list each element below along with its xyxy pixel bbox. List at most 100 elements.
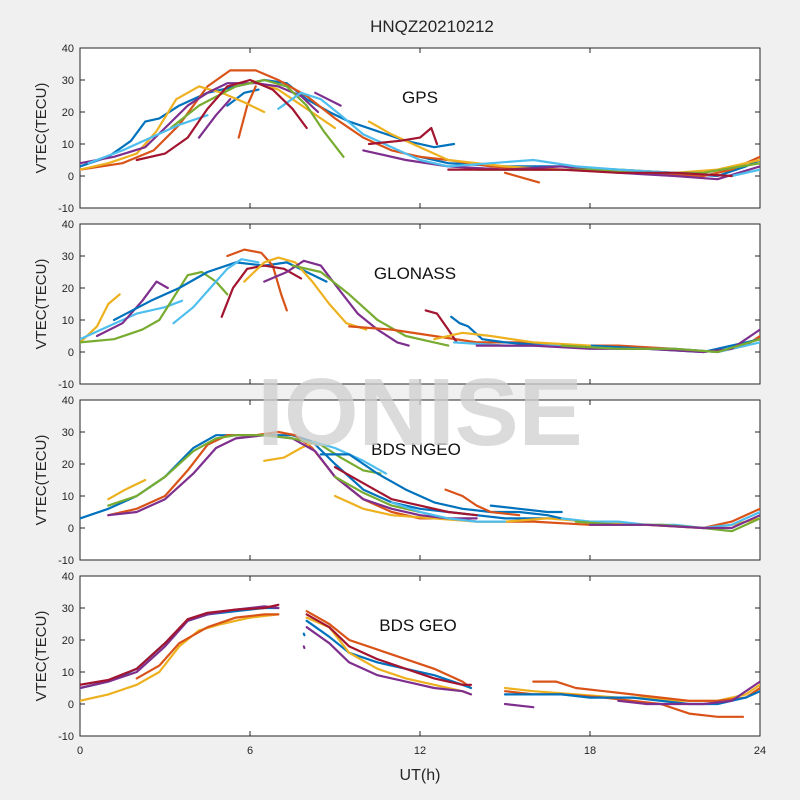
vtec-trace [263,259,410,347]
vtec-trace [302,632,306,637]
vtec-trace [80,299,184,341]
y-axis-label: VTEC(TECU) [33,259,50,350]
vtec-trace [305,613,473,686]
vtec-trace [220,264,303,318]
vtec-trace [107,434,382,507]
vtec-trace [169,78,345,158]
vtec-trace [87,114,209,165]
y-tick-label: 10 [62,667,74,679]
panel-label: GLONASS [374,264,456,283]
y-tick-label: 10 [62,139,74,151]
panel-label: GPS [402,88,438,107]
y-axis-label: VTEC(TECU) [33,435,50,526]
y-tick-label: 30 [62,251,74,263]
y-tick-label: -10 [58,203,74,215]
vtec-trace [433,331,592,347]
panel-bds-geo: -10 0 10 20 30 40 VTEC(TECU) BDS GEO [33,571,761,743]
vtec-trace [80,82,320,165]
y-tick-label: 40 [62,395,74,407]
y-tick-label: 20 [62,459,74,471]
x-tick-label: 6 [247,745,253,757]
y-tick-label: 40 [62,43,74,55]
vtec-trace [319,453,563,520]
y-tick-label: 20 [62,283,74,295]
x-axis-label: UT(h) [400,767,441,784]
vtec-trace [226,248,288,312]
y-tick-label: 0 [68,171,74,183]
vtec-trace [333,466,478,517]
y-tick-label: 20 [62,635,74,647]
vtec-trace [617,680,760,706]
vtec-trace [135,613,280,680]
vtec-trace [503,171,541,184]
vtec-trace [135,78,308,162]
watermark-text: IONISE [257,359,582,466]
y-tick-label: -10 [58,379,74,391]
y-tick-label: -10 [58,555,74,567]
axes-background [79,47,761,209]
x-tick-label: 24 [754,745,766,757]
vtec-trace [588,514,760,530]
vtec-trace [314,91,342,107]
panel-bds-ngeo: -10 0 10 20 30 40 VTEC(TECU) BDS NGEO [33,395,761,567]
vtec-trace [362,149,760,181]
x-tick-label: 0 [77,745,83,757]
x-tick-labels: 0 6 12 18 24 [77,745,766,757]
y-tick-label: 0 [68,347,74,359]
vtec-trace [263,440,317,462]
vtec-trace [333,475,422,514]
vtec-trace [237,85,257,139]
panel-label: BDS GEO [379,616,456,635]
vtec-trace [291,264,450,347]
axes-background [79,575,761,737]
vtec-trace [95,280,169,338]
vtec-trace [80,85,266,171]
vtec-trace [367,126,439,146]
y-tick-label: 30 [62,427,74,439]
y-tick-label: 10 [62,491,74,503]
vtec-trace [80,270,229,344]
vtec-trace [444,488,521,517]
y-tick-label: 0 [68,523,74,535]
vtec-trace [489,504,563,514]
vtec-trace [243,256,368,331]
vtec-trace [197,98,232,139]
panel-gps: -10 0 10 20 30 40 VTEC(TECU) GPS [33,43,761,215]
figure-title: HNQZ20210212 [370,17,494,36]
vtec-trace [532,680,760,702]
vtec-trace [503,702,535,709]
vtec-trace [560,338,760,354]
vtec-trace [80,613,280,702]
traces-group [80,603,760,718]
y-tick-label: 40 [62,571,74,583]
vtec-trace [172,258,260,325]
traces-group [80,430,760,533]
y-tick-label: 40 [62,219,74,231]
axes-background [79,223,761,385]
y-tick-label: 30 [62,75,74,87]
vtec-trace [107,478,147,501]
axes-background [79,399,761,561]
y-tick-label: 30 [62,603,74,615]
y-tick-label: 0 [68,699,74,711]
y-tick-label: -10 [58,731,74,743]
y-axis-label: VTEC(TECU) [33,611,50,702]
y-tick-label: 10 [62,315,74,327]
vtec-trace [447,168,733,178]
panel-glonass: -10 0 10 20 30 40 VTEC(TECU) GLONASS [33,219,761,391]
y-tick-label: 20 [62,107,74,119]
vtec-trace [503,683,760,702]
vtec-trace [80,603,280,686]
x-tick-label: 12 [414,745,426,757]
vtec-trace [302,645,306,650]
panel-label: BDS NGEO [371,440,461,459]
x-tick-label: 18 [584,745,596,757]
y-axis-label: VTEC(TECU) [33,83,50,174]
vtec-trace [305,610,473,690]
vtec-trace [305,626,473,696]
traces-group [80,69,760,184]
traces-group [80,248,760,354]
vtec-trace [390,501,507,523]
